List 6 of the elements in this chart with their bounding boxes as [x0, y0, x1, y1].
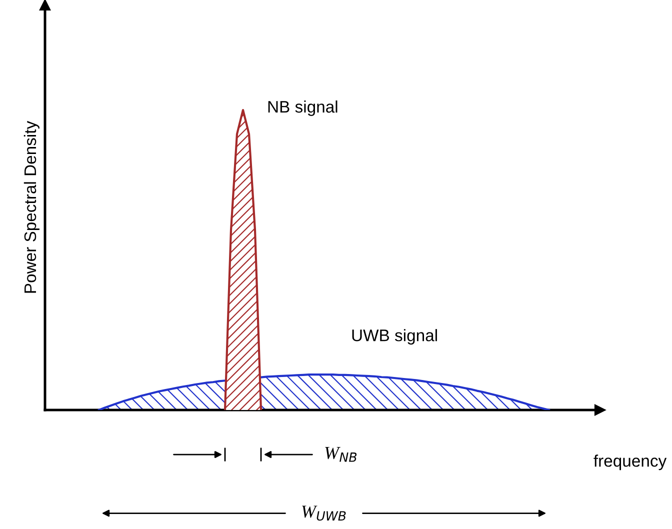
series-label: NB signal: [268, 100, 338, 116]
x-axis-title: frequency: [594, 454, 667, 470]
text: W$_{NB}$: [325, 446, 357, 462]
text: W$_{UWB}$: [302, 506, 346, 521]
series-label: UWB signal: [352, 329, 437, 345]
y-axis-title: Power Spectral Density: [24, 120, 40, 293]
